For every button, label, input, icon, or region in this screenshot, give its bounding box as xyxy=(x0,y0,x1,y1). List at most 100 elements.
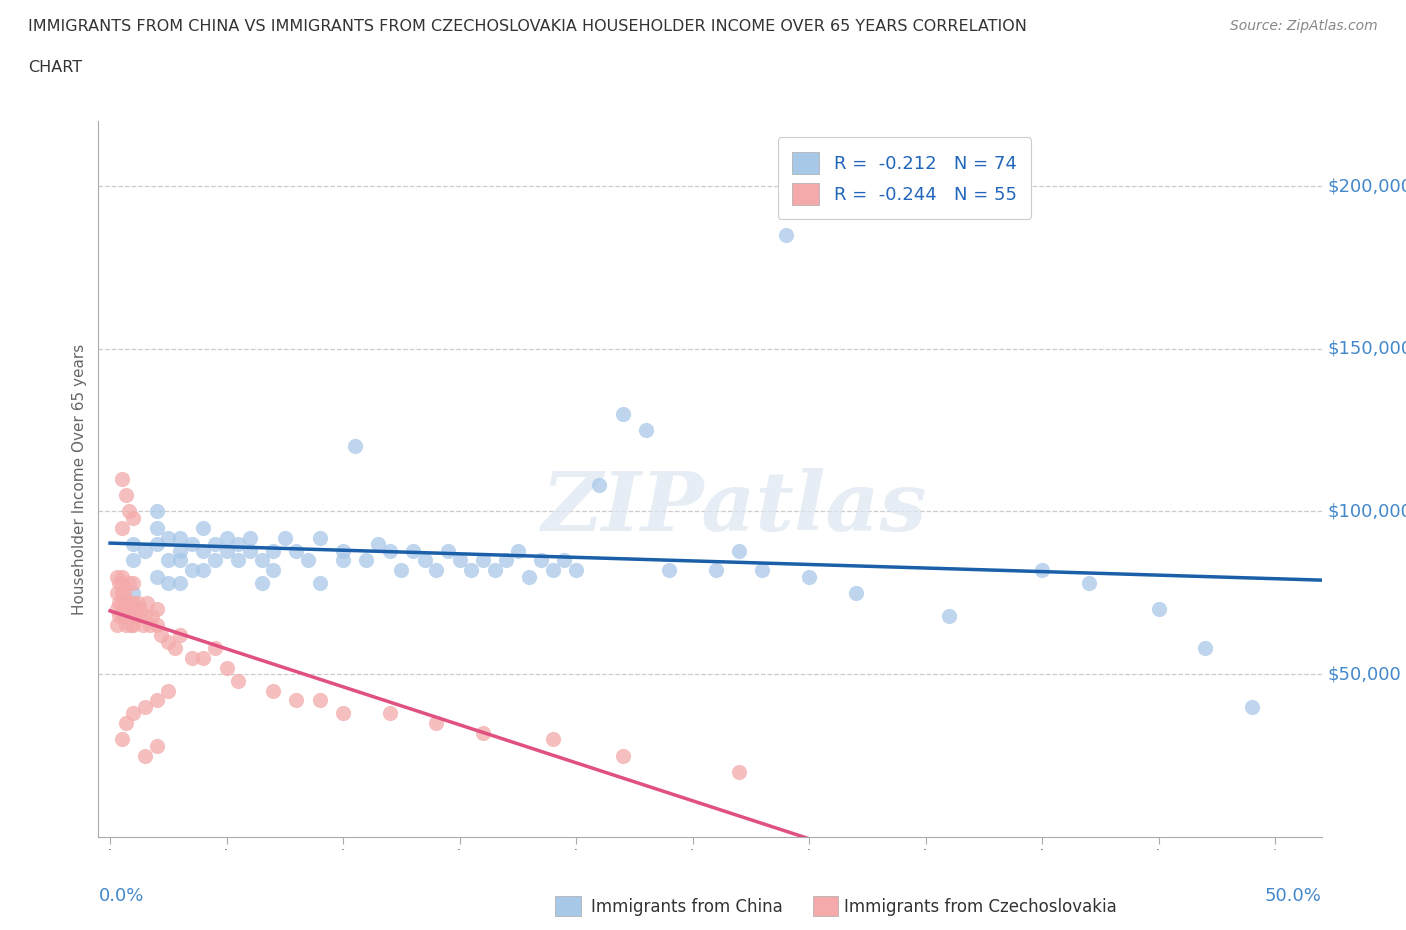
Point xyxy=(150,628,173,643)
Point xyxy=(122,586,145,601)
Point xyxy=(471,552,494,567)
Point xyxy=(226,673,249,688)
Point xyxy=(728,543,751,558)
Y-axis label: Householder Income Over 65 years: Householder Income Over 65 years xyxy=(72,343,87,615)
Point xyxy=(530,552,553,567)
Point xyxy=(471,725,494,740)
Point xyxy=(145,738,167,753)
Point xyxy=(460,563,482,578)
Point xyxy=(193,521,215,536)
Point xyxy=(308,693,330,708)
Point xyxy=(378,543,401,558)
Point xyxy=(449,552,471,567)
Point xyxy=(131,618,153,633)
Point xyxy=(120,618,142,633)
Point xyxy=(378,706,401,721)
Point xyxy=(134,699,156,714)
Text: CHART: CHART xyxy=(28,60,82,75)
Text: Immigrants from China: Immigrants from China xyxy=(591,897,782,916)
Point xyxy=(145,602,167,617)
Point xyxy=(775,228,797,243)
Point xyxy=(215,530,238,545)
Text: $50,000: $50,000 xyxy=(1327,665,1402,684)
Text: 0.0%: 0.0% xyxy=(98,887,143,905)
Text: 50.0%: 50.0% xyxy=(1265,887,1322,905)
Point xyxy=(118,576,141,591)
Point xyxy=(541,563,564,578)
Point xyxy=(285,693,308,708)
Point xyxy=(122,618,145,633)
Point xyxy=(105,618,128,633)
Text: $150,000: $150,000 xyxy=(1327,339,1406,358)
Point xyxy=(145,504,167,519)
Point xyxy=(308,576,330,591)
Text: Source: ZipAtlas.com: Source: ZipAtlas.com xyxy=(1230,19,1378,33)
Point xyxy=(274,530,297,545)
Point xyxy=(797,569,820,584)
Point xyxy=(157,634,180,649)
Text: $200,000: $200,000 xyxy=(1327,177,1406,195)
Point xyxy=(157,576,180,591)
Point xyxy=(495,552,517,567)
Point xyxy=(367,537,389,551)
Text: Immigrants from Czechoslovakia: Immigrants from Czechoslovakia xyxy=(844,897,1116,916)
Point xyxy=(1077,576,1099,591)
Point xyxy=(1240,699,1263,714)
Point xyxy=(356,552,378,567)
Point xyxy=(165,641,187,656)
Point xyxy=(553,552,575,567)
Point xyxy=(127,608,149,623)
Point xyxy=(332,543,354,558)
Point xyxy=(180,537,202,551)
Point xyxy=(204,537,226,551)
Point xyxy=(115,716,138,731)
Point xyxy=(111,576,134,591)
Legend: R =  -0.212   N = 74, R =  -0.244   N = 55: R = -0.212 N = 74, R = -0.244 N = 55 xyxy=(778,137,1031,219)
Point xyxy=(169,576,191,591)
Point xyxy=(134,748,156,763)
Point xyxy=(169,552,191,567)
Point xyxy=(226,537,249,551)
Point xyxy=(845,586,868,601)
Point xyxy=(122,576,145,591)
Point xyxy=(588,478,610,493)
Point xyxy=(134,608,156,623)
Point xyxy=(193,651,215,666)
Point xyxy=(122,706,145,721)
Point xyxy=(169,543,191,558)
Point xyxy=(484,563,506,578)
Point xyxy=(262,683,284,698)
Point xyxy=(108,608,131,623)
Point xyxy=(612,748,634,763)
Point xyxy=(425,716,447,731)
Point xyxy=(332,552,354,567)
Point xyxy=(728,764,751,779)
Point xyxy=(541,732,564,747)
Point xyxy=(111,472,134,486)
Point xyxy=(1147,602,1170,617)
Point xyxy=(157,683,180,698)
Point xyxy=(169,530,191,545)
Point xyxy=(122,608,145,623)
Point xyxy=(111,521,134,536)
Point xyxy=(122,595,145,610)
Point xyxy=(105,586,128,601)
Point xyxy=(215,543,238,558)
Point xyxy=(1031,563,1053,578)
Point xyxy=(215,660,238,675)
Point xyxy=(105,602,128,617)
Point xyxy=(118,504,141,519)
Point xyxy=(145,521,167,536)
Point xyxy=(111,608,134,623)
Point xyxy=(122,537,145,551)
Point xyxy=(122,552,145,567)
Text: $100,000: $100,000 xyxy=(1327,502,1406,521)
Point xyxy=(506,543,529,558)
Point xyxy=(129,602,152,617)
Point xyxy=(157,552,180,567)
Point xyxy=(389,563,412,578)
Point xyxy=(112,608,135,623)
Point xyxy=(565,563,588,578)
Point xyxy=(332,706,354,721)
Point xyxy=(105,569,128,584)
